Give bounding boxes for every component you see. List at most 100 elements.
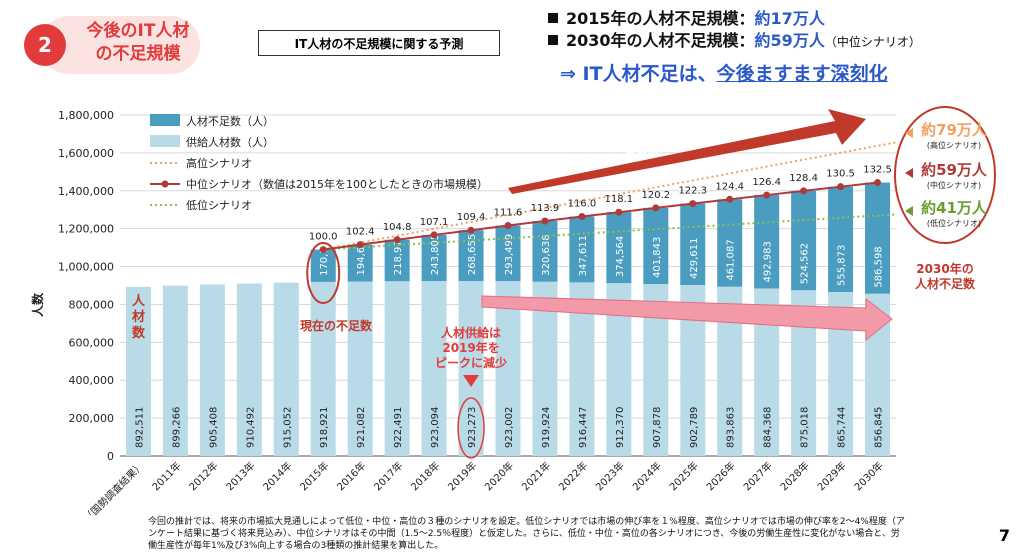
supply-peak-label: 人材供給は — [441, 325, 501, 340]
shortage-value-label: 293,499 — [504, 234, 515, 275]
supply-bar — [347, 281, 373, 456]
summary-line2-value: 約59万人 — [754, 31, 825, 50]
supply-value-label: 905,408 — [208, 407, 219, 448]
mid-scenario-marker — [541, 217, 549, 225]
legend-label: 低位シナリオ — [186, 198, 252, 212]
supply-value-label: 922,491 — [393, 407, 404, 448]
x-tick-label: 2030年 — [851, 459, 885, 493]
index-label: 100.0 — [309, 232, 338, 243]
shortage-bar — [532, 220, 558, 282]
mid-scenario-marker — [430, 231, 438, 239]
shortage-value-label: 461,087 — [726, 239, 737, 280]
legend-label: 供給人材数（人） — [186, 135, 274, 149]
bullet-square-icon — [548, 34, 558, 45]
conclusion-prefix: ⇒ IT人材不足は、 — [560, 63, 717, 85]
supply-value-label: 923,002 — [504, 407, 515, 448]
shortage-value-label: 243,805 — [430, 234, 441, 275]
y-tick-label: 800,000 — [69, 298, 115, 311]
mid-scenario-marker — [874, 179, 882, 187]
x-tick-label: 2018年 — [408, 459, 442, 493]
left-label: 人 — [132, 293, 146, 309]
shortage-value-label: 524,562 — [800, 243, 811, 284]
shortage-bar — [791, 190, 817, 291]
supply-decline-arrow — [481, 295, 893, 342]
summary-conclusion: ⇒ IT人材不足は、今後ますます深刻化 — [560, 59, 1018, 86]
highlight-2015-ellipse — [306, 242, 341, 304]
scenario-sub: (低位シナリオ) — [927, 218, 981, 228]
y-tick-label: 1,600,000 — [58, 147, 114, 160]
supply-peak-label: ピークに減少 — [435, 355, 507, 370]
x-tick-label: 2021年 — [519, 459, 553, 493]
index-label: 128.4 — [789, 173, 818, 184]
x-tick-label: 2026年 — [704, 459, 738, 493]
summary-box: 2015年の人材不足規模：約17万人 2030年の人材不足規模：約59万人（中位… — [548, 8, 1018, 86]
mid-scenario-marker — [689, 200, 697, 208]
shortage-bar — [865, 182, 891, 294]
scenario-callout-ellipse — [894, 106, 996, 244]
shortage-forecast-chart: 0 200,000 400,000 600,000 800,000 1,000,000 1,… — [30, 106, 996, 515]
supply-bar — [310, 281, 336, 456]
chart-subtitle: IT人材の不足規模に関する予測 — [258, 30, 500, 56]
legend-label: 人材不足数（人） — [186, 114, 274, 128]
section-number: 2 — [24, 24, 66, 66]
index-label: 130.5 — [826, 169, 855, 180]
supply-value-label: 915,052 — [282, 407, 293, 448]
supply-bar — [125, 286, 151, 456]
supply-value-label: 902,789 — [689, 407, 700, 448]
shortage-bar — [606, 212, 632, 284]
left-label: 材 — [132, 309, 145, 325]
supply-bar — [458, 281, 484, 456]
conclusion-emphasis: 今後ますます深刻化 — [716, 63, 888, 85]
x-tick-label: 2017年 — [371, 459, 405, 493]
x-tick-label: 2028年 — [777, 459, 811, 493]
x-tick-label: 2023年 — [593, 459, 627, 493]
x-tick-label: 2029年 — [814, 459, 848, 493]
supply-value-label: 918,921 — [319, 407, 330, 448]
summary-line2-label: 2030年の人材不足規模： — [566, 31, 755, 50]
supply-value-label: 899,266 — [171, 407, 182, 448]
high-scenario-line — [323, 141, 896, 251]
y-tick-label: 1,800,000 — [58, 109, 114, 122]
low-scenario-line — [323, 213, 896, 251]
supply-value-label: 875,018 — [800, 407, 811, 448]
shortage-bar — [384, 239, 410, 282]
section-title: 今後のIT人材 の不足規模 — [78, 20, 198, 66]
shortage-bar — [495, 225, 521, 282]
y-axis-label: 人数 — [30, 292, 45, 317]
legend-label: 中位シナリオ（数値は2015年を100としたときの市場規模） — [186, 177, 488, 191]
x-tick-label: 2013年 — [223, 459, 257, 493]
mid-scenario-marker — [726, 195, 734, 203]
shortage-2030-label: 人材不足数 — [915, 276, 976, 291]
y-tick-label: 600,000 — [69, 336, 115, 349]
bullet-square-icon — [548, 12, 558, 23]
peak-down-arrow — [463, 375, 480, 387]
scenario-value: 約79万人 — [921, 121, 988, 139]
callout-pointer — [905, 206, 913, 216]
index-label: 122.3 — [678, 186, 707, 197]
mid-scenario-marker — [837, 183, 845, 191]
supply-bar — [162, 285, 188, 456]
scenario-sub: (中位シナリオ) — [927, 180, 981, 190]
x-tick-label: 2022年 — [556, 459, 590, 493]
page-number: 7 — [998, 526, 1010, 545]
badge-background — [40, 16, 200, 74]
index-label: 107.1 — [420, 217, 449, 228]
x-tick-label: 2024年 — [630, 459, 664, 493]
demand-growth-arrow — [508, 109, 866, 194]
index-label: 124.4 — [715, 181, 744, 192]
y-tick-label: 400,000 — [69, 374, 115, 387]
legend-swatch — [150, 135, 180, 147]
shortage-bar — [458, 230, 484, 282]
x-tick-label: 2011年 — [149, 459, 183, 493]
summary-line2-note: （中位シナリオ） — [824, 35, 921, 49]
shortage-bar — [717, 199, 743, 287]
y-tick-label: 0 — [107, 450, 114, 463]
shortage-value-label: 492,983 — [763, 241, 774, 282]
index-label: 118.1 — [605, 194, 634, 205]
x-tick-label: 2012年 — [186, 459, 220, 493]
shortage-2030-label: 2030年の — [916, 261, 973, 276]
shortage-bar — [828, 186, 854, 292]
shortage-value-label: 555,873 — [837, 245, 848, 286]
supply-peak-label: 2019年を — [442, 340, 499, 355]
index-label: 120.2 — [641, 190, 670, 201]
